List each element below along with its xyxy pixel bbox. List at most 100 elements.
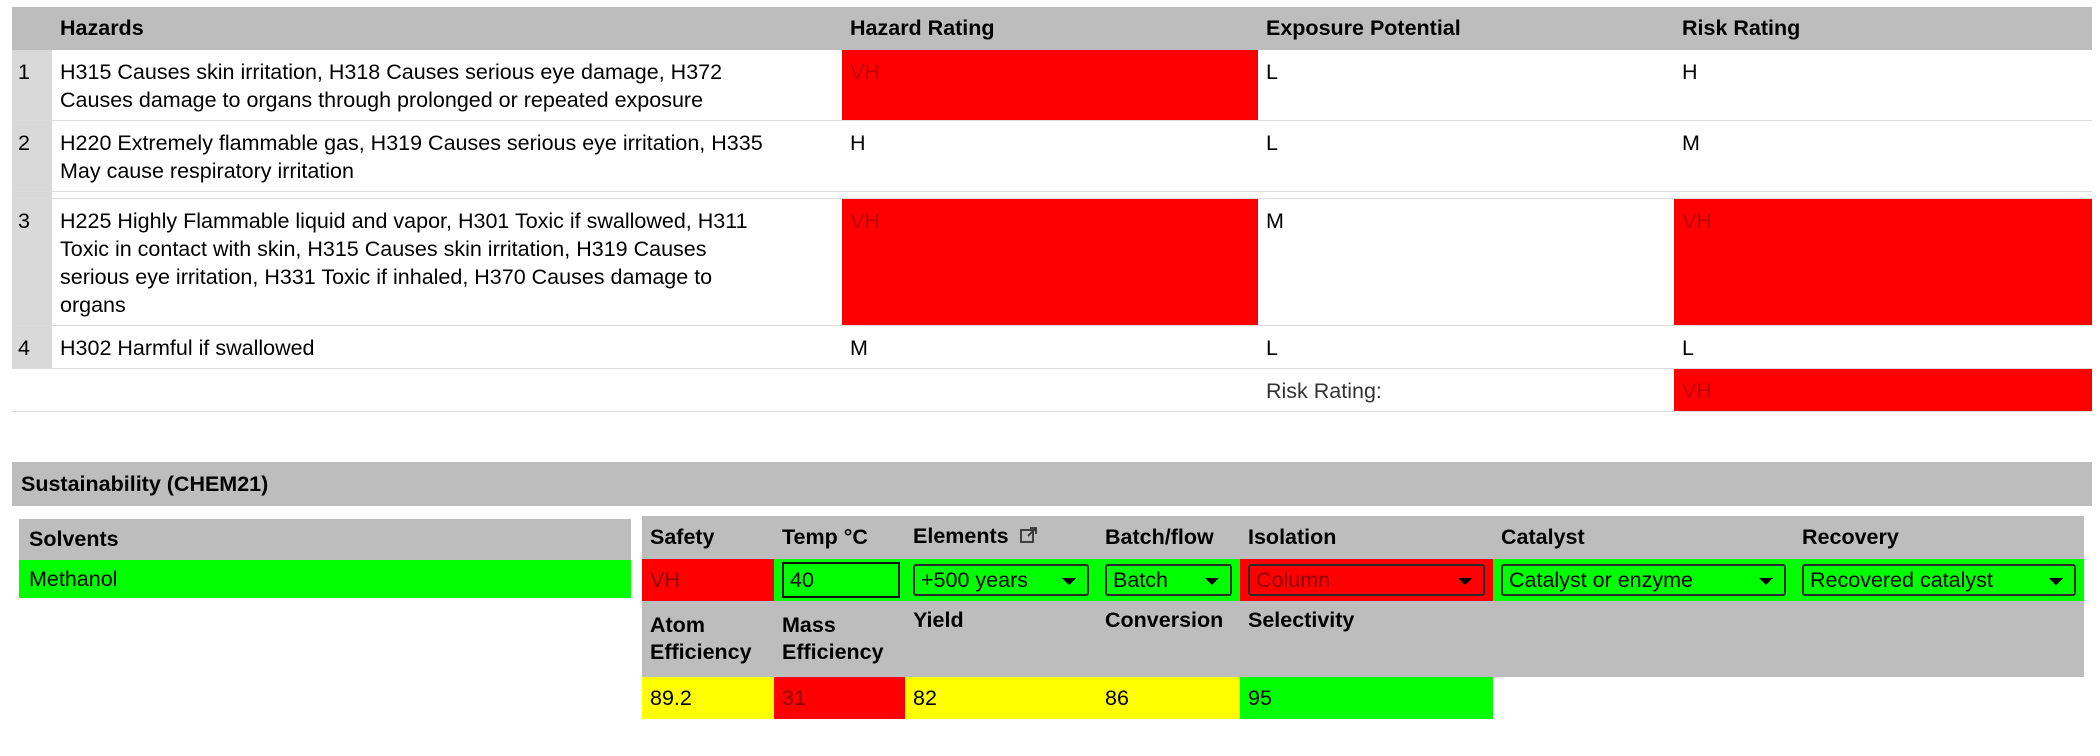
yield-value: 82 <box>905 677 1097 719</box>
exposure-cell: M <box>1258 198 1674 326</box>
row-number: 1 <box>12 50 52 121</box>
metrics-values-row-2: 89.2 31 82 86 95 <box>642 677 2084 719</box>
conversion-value: 86 <box>1097 677 1240 719</box>
table-row: 3 H225 Highly Flammable liquid and vapor… <box>12 198 2092 326</box>
risk-cell: H <box>1674 50 2092 121</box>
header-temp: Temp °C <box>774 516 905 559</box>
temp-cell <box>774 559 905 601</box>
spacer-row <box>12 191 2092 199</box>
external-link-icon[interactable] <box>1019 525 1039 552</box>
risk-summary-value: VH <box>1674 368 2092 412</box>
hazard-rating-cell: VH <box>842 50 1258 121</box>
header-yield-label: Yield <box>913 608 964 632</box>
spacer-cell <box>52 191 2092 199</box>
header-atom-efficiency-line: Efficiency <box>650 640 752 664</box>
metrics-header-row-2: Atom Efficiency Mass Efficiency Yield Co… <box>642 601 2084 677</box>
header-isolation: Isolation <box>1240 516 1493 559</box>
header-safety: Safety <box>642 516 774 559</box>
atom-efficiency-value: 89.2 <box>642 677 774 719</box>
recovery-select[interactable]: Recovered catalyst <box>1802 564 2076 596</box>
isolation-select[interactable]: Column <box>1248 564 1485 596</box>
hazard-text: H302 Harmful if swallowed <box>52 325 842 369</box>
header-selectivity: Selectivity <box>1240 601 1493 677</box>
risk-cell: M <box>1674 120 2092 192</box>
empty-cell <box>1493 677 1794 719</box>
hazard-text: H315 Causes skin irritation, H318 Causes… <box>52 50 842 121</box>
empty-cell <box>1794 677 2084 719</box>
hazard-text: H220 Extremely flammable gas, H319 Cause… <box>52 120 842 192</box>
exposure-cell: L <box>1258 325 1674 369</box>
summary-empty <box>12 368 52 412</box>
header-elements-label[interactable]: Elements <box>913 524 1009 548</box>
hazard-rating-cell: M <box>842 325 1258 369</box>
header-conversion: Conversion <box>1097 601 1240 677</box>
header-catalyst: Catalyst <box>1493 516 1794 559</box>
hazard-rating-cell: H <box>842 120 1258 192</box>
risk-cell: L <box>1674 325 2092 369</box>
hazards-table: Hazards Hazard Rating Exposure Potential… <box>12 7 2092 412</box>
catalyst-select[interactable]: Catalyst or enzyme <box>1501 564 1786 596</box>
header-atom-efficiency: Atom Efficiency <box>642 601 774 677</box>
sustainability-header: Sustainability (CHEM21) <box>12 462 2092 506</box>
safety-value: VH <box>642 559 774 601</box>
hazard-text-line: organs <box>60 293 126 317</box>
mass-efficiency-value: 31 <box>774 677 905 719</box>
risk-summary-row: Risk Rating: VH <box>12 368 2092 412</box>
solvents-table: Solvents Methanol <box>19 519 631 598</box>
batch-flow-select[interactable]: Batch <box>1105 564 1232 596</box>
risk-summary-label: Risk Rating: <box>1258 368 1674 412</box>
catalyst-cell: Catalyst or enzyme <box>1493 559 1794 601</box>
row-number: 2 <box>12 120 52 192</box>
header-empty <box>1794 601 2084 677</box>
batch-flow-cell: Batch <box>1097 559 1240 601</box>
header-hazard-rating: Hazard Rating <box>842 7 1258 50</box>
solvent-item: Methanol <box>19 560 631 598</box>
hazard-rating-cell: VH <box>842 198 1258 326</box>
hazard-text-line: H225 Highly Flammable liquid and vapor, … <box>60 209 748 233</box>
header-conversion-label: Conversion <box>1105 608 1224 632</box>
elements-cell: +500 years <box>905 559 1097 601</box>
header-num <box>12 7 52 50</box>
header-yield: Yield <box>905 601 1097 677</box>
header-atom-efficiency-line: Atom <box>650 613 705 637</box>
exposure-cell: L <box>1258 50 1674 121</box>
header-empty <box>1493 601 1794 677</box>
header-mass-efficiency-line: Mass <box>782 613 836 637</box>
header-mass-efficiency: Mass Efficiency <box>774 601 905 677</box>
header-risk-rating: Risk Rating <box>1674 7 2092 50</box>
table-row: 1 H315 Causes skin irritation, H318 Caus… <box>12 50 2092 121</box>
spacer-cell <box>12 191 52 199</box>
header-elements[interactable]: Elements <box>905 516 1097 559</box>
table-row: 4 H302 Harmful if swallowed M L L <box>12 325 2092 369</box>
solvents-header: Solvents <box>19 519 631 560</box>
elements-select[interactable]: +500 years <box>913 564 1089 596</box>
hazards-header-row: Hazards Hazard Rating Exposure Potential… <box>12 7 2092 50</box>
hazard-text-line: H220 Extremely flammable gas, H319 Cause… <box>60 131 763 155</box>
hazard-text-line: Causes damage to organs through prolonge… <box>60 88 704 112</box>
row-number: 4 <box>12 325 52 369</box>
isolation-cell: Column <box>1240 559 1493 601</box>
header-exposure-potential: Exposure Potential <box>1258 7 1674 50</box>
header-selectivity-label: Selectivity <box>1248 608 1355 632</box>
header-recovery: Recovery <box>1794 516 2084 559</box>
sustainability-metrics-table: Safety Temp °C Elements Batch/flow Isola… <box>642 516 2084 719</box>
summary-empty <box>52 368 842 412</box>
hazard-text-line: serious eye irritation, H331 Toxic if in… <box>60 265 713 289</box>
summary-empty <box>842 368 1258 412</box>
header-mass-efficiency-line: Efficiency <box>782 640 884 664</box>
recovery-cell: Recovered catalyst <box>1794 559 2084 601</box>
exposure-cell: L <box>1258 120 1674 192</box>
row-number: 3 <box>12 198 52 326</box>
temperature-input[interactable] <box>782 562 900 598</box>
hazard-text: H225 Highly Flammable liquid and vapor, … <box>52 198 842 326</box>
selectivity-value: 95 <box>1240 677 1493 719</box>
hazard-text-line: Toxic in contact with skin, H315 Causes … <box>60 237 707 261</box>
metrics-header-row: Safety Temp °C Elements Batch/flow Isola… <box>642 516 2084 559</box>
risk-cell: VH <box>1674 198 2092 326</box>
header-batch-flow: Batch/flow <box>1097 516 1240 559</box>
hazard-text-line: May cause respiratory irritation <box>60 159 354 183</box>
metrics-values-row: VH +500 years Batch Column <box>642 559 2084 601</box>
table-row: 2 H220 Extremely flammable gas, H319 Cau… <box>12 120 2092 192</box>
header-hazards: Hazards <box>52 7 842 50</box>
